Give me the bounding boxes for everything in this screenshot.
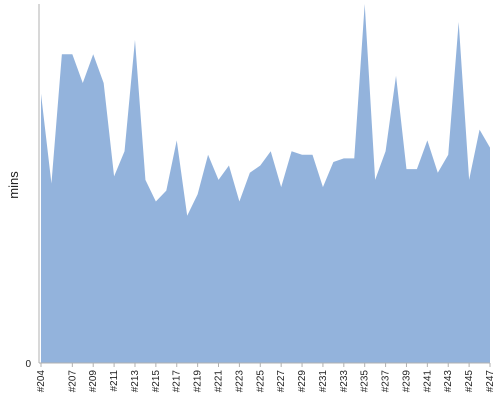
- x-tick-label: #209: [88, 370, 99, 393]
- x-tick-labels: #204 #207 #209 #211 #213 #215 #217 #219 #221 #223…: [36, 363, 496, 392]
- x-tick-label: #223: [234, 370, 245, 393]
- series-area: [41, 4, 490, 363]
- y-tick-label: 0: [25, 359, 31, 370]
- x-tick-label: #239: [401, 370, 412, 393]
- x-tick-label: #213: [130, 370, 141, 393]
- x-tick-label: #229: [297, 370, 308, 393]
- y-axis-label: mins: [6, 171, 21, 199]
- x-tick-label: #227: [276, 370, 287, 393]
- x-tick-label: #204: [36, 370, 47, 393]
- x-tick-label: #237: [381, 370, 392, 393]
- x-tick-label: #221: [214, 370, 225, 393]
- x-tick-label: #247: [485, 370, 496, 393]
- x-tick-label: #215: [151, 370, 162, 393]
- x-tick-label: #241: [422, 370, 433, 393]
- x-tick-label: #219: [193, 370, 204, 393]
- x-tick-label: #225: [255, 370, 266, 393]
- x-tick-label: #217: [172, 370, 183, 393]
- x-tick-label: #211: [109, 370, 120, 392]
- x-tick-label: #235: [360, 370, 371, 393]
- x-tick-label: #243: [443, 370, 454, 393]
- x-tick-label: #233: [339, 370, 350, 393]
- x-tick-label: #245: [464, 370, 475, 393]
- x-tick-label: #231: [318, 370, 329, 393]
- x-tick-label: #207: [67, 370, 78, 393]
